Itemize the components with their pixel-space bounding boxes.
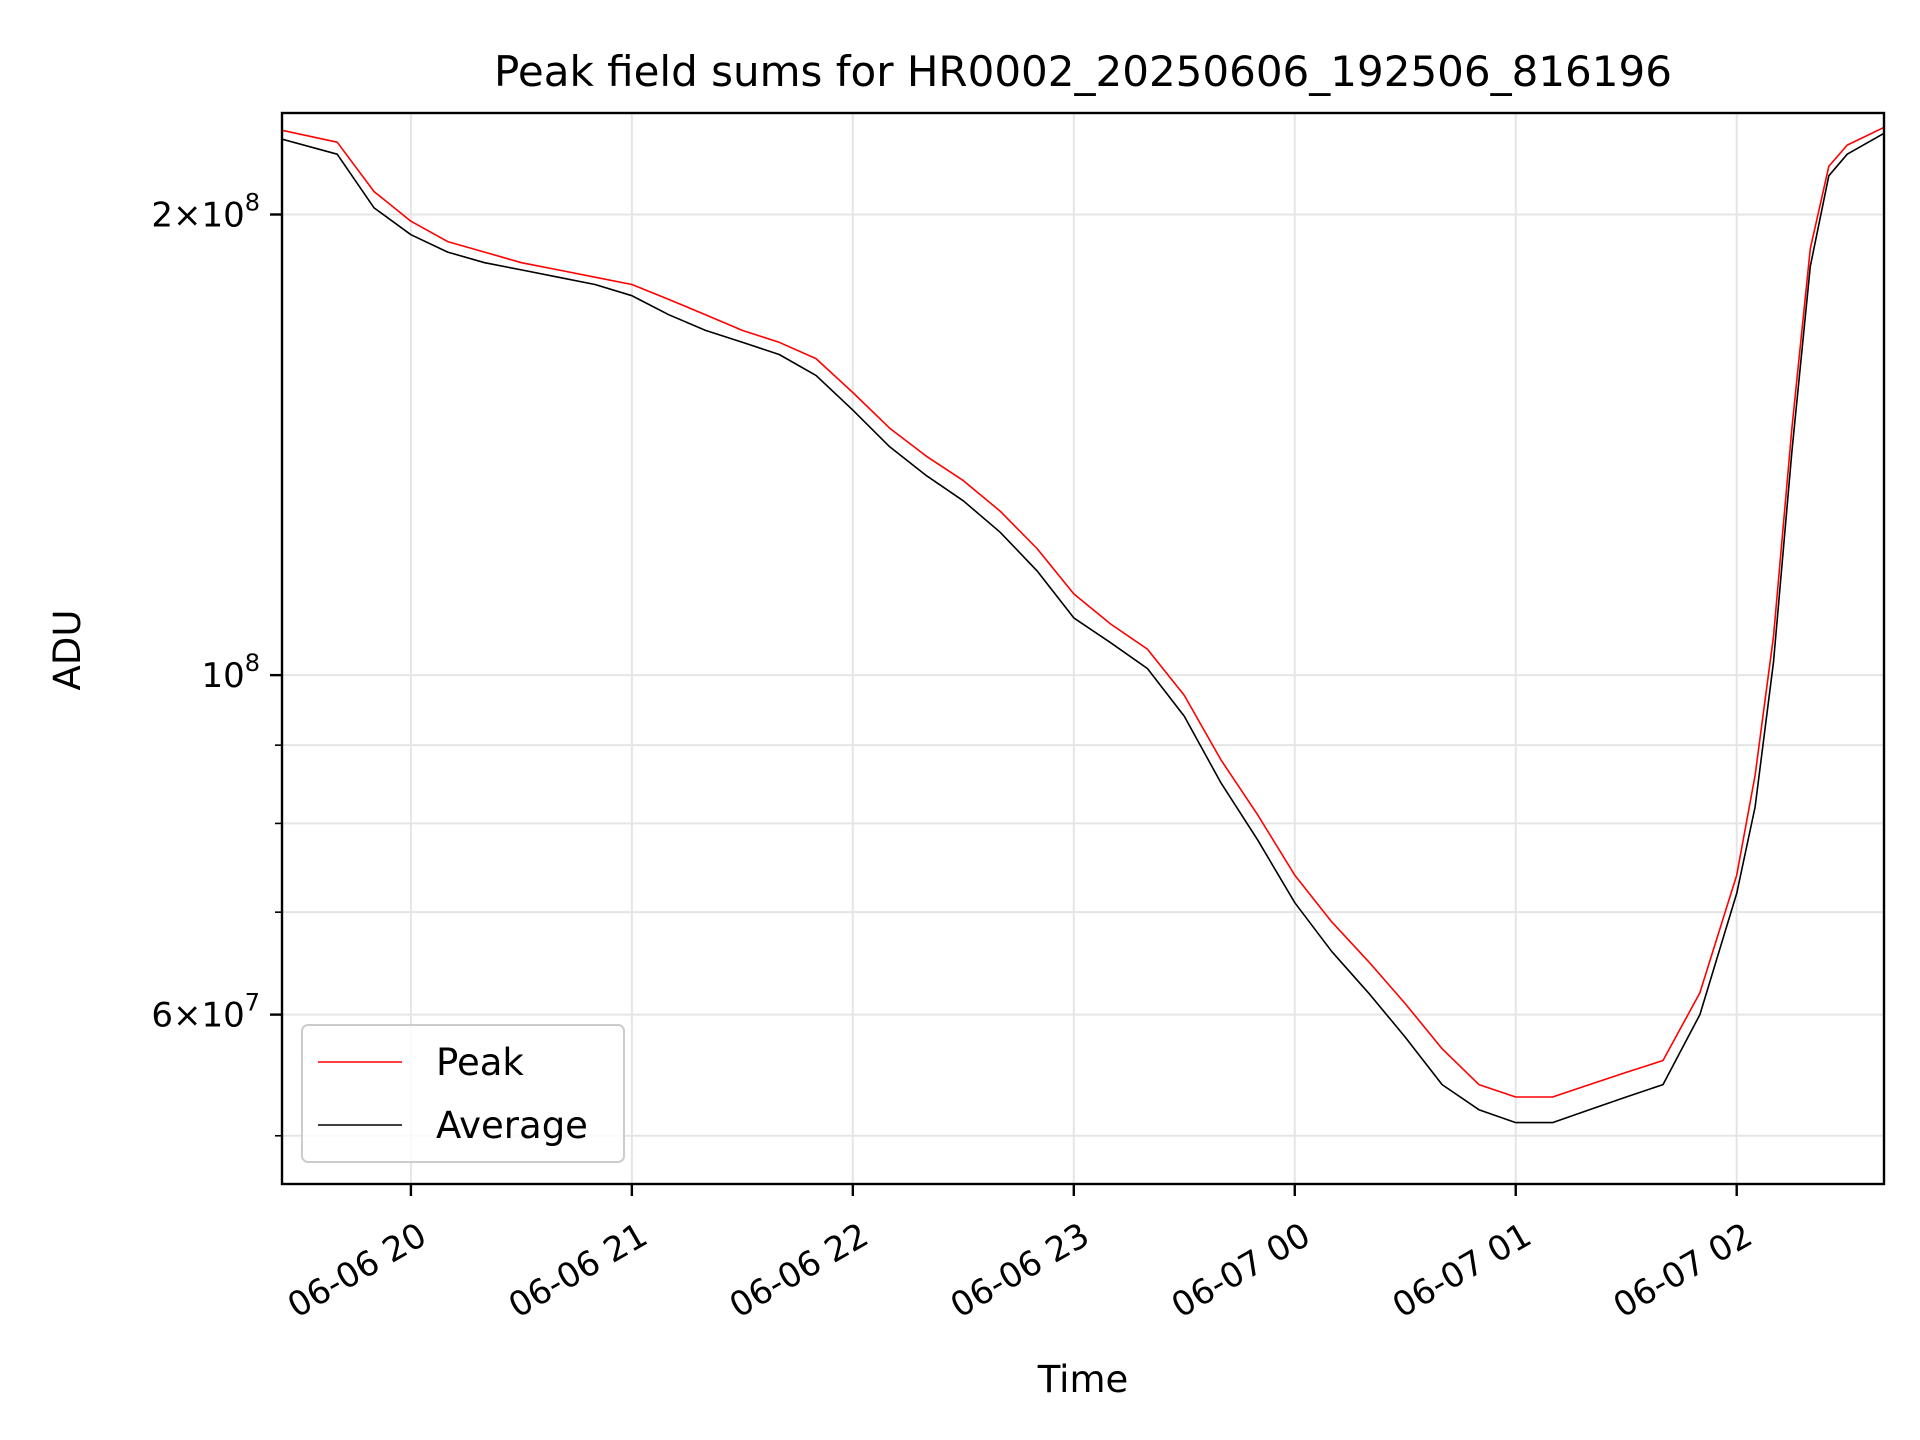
y-axis-label: ADU (46, 610, 89, 691)
y-tick-label: 6×107 (151, 989, 260, 1036)
series-layer (282, 126, 1884, 1124)
y-tick-label: 2×108 (151, 188, 260, 235)
x-axis-label: Time (1037, 1358, 1129, 1401)
y-tick-label: 108 (201, 649, 260, 696)
y-axis: 2×108 108 6×107 (151, 188, 282, 1137)
legend: Peak Average (301, 1024, 625, 1163)
legend-label-peak: Peak (436, 1041, 524, 1084)
chart-title: Peak field sums for HR0002_20250606_1925… (494, 47, 1672, 96)
series-line-peak (282, 126, 1884, 1098)
legend-label-average: Average (436, 1104, 588, 1147)
plot-frame (280, 111, 1886, 1186)
legend-box (301, 1024, 625, 1163)
series-line-average (282, 132, 1884, 1124)
